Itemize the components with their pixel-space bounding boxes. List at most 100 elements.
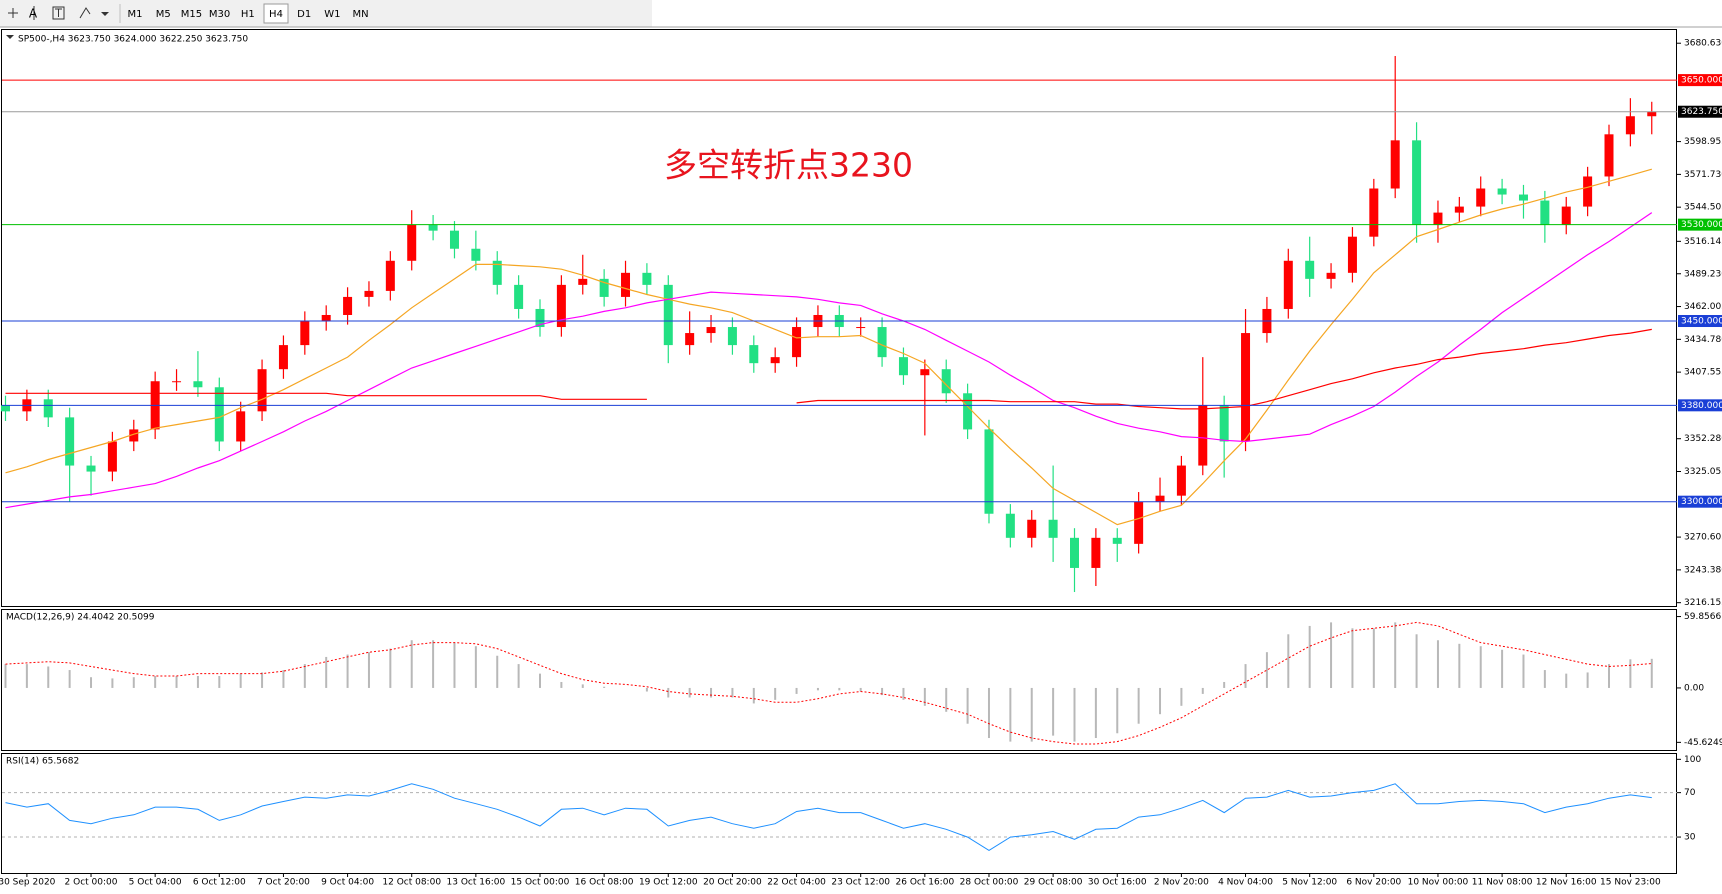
candle-body	[428, 224, 438, 231]
candle-body	[1241, 333, 1251, 442]
candle-body	[1347, 236, 1357, 273]
moving-average-line	[5, 328, 1652, 410]
x-tick-label: 29 Oct 08:00	[1024, 878, 1083, 888]
candle-body	[172, 381, 182, 383]
toolbar: A M1 M5 M15 M30 H1 H4 D1 W1 MN	[0, 0, 1722, 28]
candle-body	[321, 314, 331, 322]
candle-body	[236, 411, 246, 442]
candle-body	[343, 296, 353, 315]
candle-body	[1540, 200, 1550, 225]
level-label: 3623.750	[1681, 107, 1722, 117]
candle-body	[1454, 206, 1464, 213]
rsi-title: RSI(14) 65.5682	[6, 757, 79, 767]
x-tick-label: 23 Oct 12:00	[831, 878, 890, 888]
level-label: 3650.000	[1681, 76, 1722, 86]
timeframe-button[interactable]: W1	[320, 4, 344, 23]
candle-body	[514, 284, 524, 309]
x-tick-label: 15 Oct 00:00	[511, 878, 570, 888]
y-tick-label: 3462.005	[1684, 302, 1722, 312]
candle-body	[364, 290, 374, 297]
timeframe-label[interactable]: W1	[324, 9, 340, 20]
timeframe-bg[interactable]	[263, 3, 289, 24]
label-tool-icon[interactable]	[52, 6, 65, 20]
timeframe-button[interactable]: M30	[208, 4, 232, 23]
y-tick-label: 3598.955	[1684, 137, 1722, 147]
timeframe-button[interactable]: M1	[123, 4, 147, 23]
crosshair-icon[interactable]	[8, 8, 18, 18]
x-tick-label: 2 Oct 00:00	[65, 878, 118, 888]
timeframe-button[interactable]: M15	[179, 4, 203, 23]
candle-body	[1305, 260, 1315, 279]
timeframe-label[interactable]: M5	[156, 9, 171, 20]
y-tick-label: 3544.505	[1684, 203, 1722, 213]
candle-body	[898, 357, 908, 376]
y-tick-label: 3325.055	[1684, 467, 1722, 477]
y-tick-label: 3516.145	[1684, 237, 1722, 247]
y-tick-label: 0.00	[1684, 683, 1704, 693]
candle-body	[471, 248, 481, 261]
x-tick-label: 12 Oct 08:00	[382, 878, 441, 888]
candle-body	[214, 387, 224, 442]
candle-body	[1155, 495, 1165, 502]
timeframe-button[interactable]: M5	[151, 4, 175, 23]
y-tick-label: 3352.280	[1684, 434, 1722, 444]
candle-body	[1134, 501, 1144, 544]
candle-body	[984, 429, 994, 514]
x-tick-label: 7 Oct 20:00	[257, 878, 310, 888]
y-tick-label: 3243.380	[1684, 565, 1722, 575]
candle-body	[449, 230, 459, 249]
candle-body	[129, 429, 139, 442]
text-tool[interactable]: A	[29, 7, 38, 21]
candle-body	[1497, 188, 1507, 195]
x-tick-label: 5 Nov 12:00	[1282, 878, 1337, 888]
candle-body	[792, 327, 802, 358]
y-tick-label: 3680.630	[1684, 39, 1722, 49]
candle-body	[706, 327, 716, 334]
x-tick-label: 15 Nov 23:00	[1600, 878, 1661, 888]
x-tick-label: 26 Oct 16:00	[896, 878, 955, 888]
timeframe-label[interactable]: M1	[128, 9, 143, 20]
y-tick-label: 59.8566	[1684, 612, 1721, 622]
candle-body	[278, 345, 288, 370]
shapes-icon[interactable]	[79, 7, 109, 19]
timeframe-button[interactable]: MN	[349, 4, 373, 23]
candle-body	[877, 327, 887, 358]
candle-body	[1625, 116, 1635, 135]
timeframe-label[interactable]: D1	[297, 9, 311, 20]
candle-body	[1048, 519, 1058, 538]
timeframe-button[interactable]: H1	[236, 4, 260, 23]
x-tick-label: 6 Nov 20:00	[1346, 878, 1401, 888]
candle-body	[1070, 537, 1079, 568]
toolbar-bg	[0, 0, 652, 27]
timeframe-button[interactable]: D1	[292, 4, 316, 23]
timeframe-label[interactable]: H1	[241, 9, 255, 20]
candle-body	[535, 308, 545, 328]
candle-body	[257, 369, 267, 412]
candle-body	[1198, 405, 1208, 466]
timeframe-label[interactable]: M15	[181, 9, 202, 20]
plot-layer: 3680.630 3598.955 3571.730 3544.505 3516.145…	[0, 39, 1722, 888]
level-label-bg	[1678, 105, 1722, 118]
candle-body	[86, 465, 96, 472]
x-tick-label: 16 Oct 08:00	[575, 878, 634, 888]
candle-body	[193, 381, 203, 388]
candle-body	[107, 441, 117, 472]
timeframe-button[interactable]: H4	[263, 3, 289, 24]
x-tick-label: 13 Oct 16:00	[447, 878, 506, 888]
y-tick-label: 3489.230	[1684, 269, 1722, 279]
timeframe-label[interactable]: H4	[269, 9, 283, 20]
y-tick-label: 30	[1684, 833, 1696, 843]
candle-body	[1, 405, 10, 412]
candle-body	[941, 369, 951, 394]
candle-body	[621, 272, 631, 297]
candle-body	[770, 357, 780, 364]
candle-body	[1561, 206, 1571, 225]
timeframe-label[interactable]: M30	[209, 9, 230, 20]
y-tick-label: 3216.155	[1684, 598, 1722, 608]
x-tick-label: 28 Oct 00:00	[960, 878, 1019, 888]
x-tick-label: 10 Nov 00:00	[1408, 878, 1469, 888]
candle-body	[300, 321, 310, 346]
candle-body	[1027, 519, 1037, 538]
timeframe-label[interactable]: MN	[353, 9, 369, 20]
